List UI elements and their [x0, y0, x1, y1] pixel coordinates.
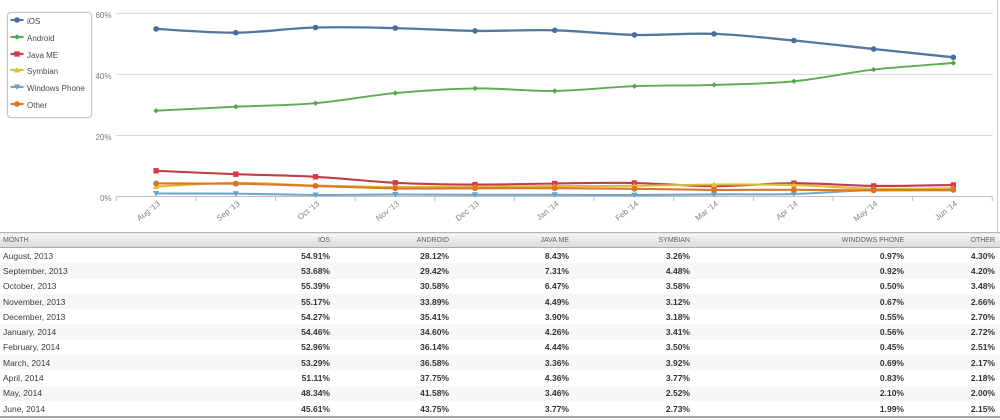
svg-text:0%: 0%: [100, 194, 112, 203]
svg-text:Sep '13: Sep '13: [215, 199, 242, 223]
svg-text:Apr '14: Apr '14: [774, 199, 800, 222]
svg-text:Dec '13: Dec '13: [454, 199, 481, 223]
svg-text:60%: 60%: [95, 11, 111, 20]
svg-text:Aug '13: Aug '13: [135, 199, 162, 223]
svg-text:Oct '13: Oct '13: [296, 199, 322, 222]
svg-text:Mar '14: Mar '14: [693, 199, 720, 223]
svg-text:Jun '14: Jun '14: [933, 199, 959, 222]
svg-text:Feb '14: Feb '14: [614, 199, 641, 223]
svg-text:Jan '14: Jan '14: [535, 199, 561, 222]
svg-text:Nov '13: Nov '13: [374, 199, 401, 223]
svg-text:May '14: May '14: [852, 199, 880, 224]
svg-text:20%: 20%: [95, 133, 111, 142]
svg-text:40%: 40%: [95, 72, 111, 81]
